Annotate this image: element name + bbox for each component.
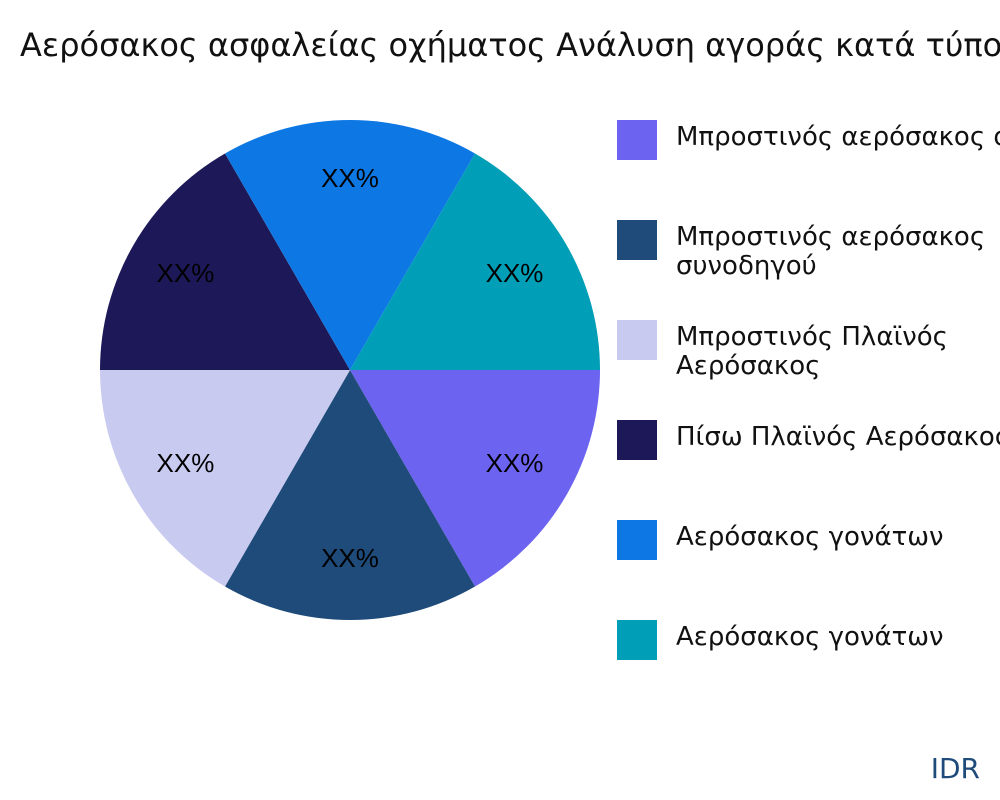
source: IDR bbox=[930, 752, 980, 785]
slice-label: XX% bbox=[321, 163, 379, 193]
slice-label: XX% bbox=[321, 543, 379, 573]
legend-swatch bbox=[617, 420, 657, 460]
legend-swatch bbox=[617, 320, 657, 360]
pie-slice bbox=[350, 370, 600, 587]
legend-label: Αερόσακος γονάτων bbox=[676, 622, 944, 652]
legend-label: Αερόσακος γονάτων bbox=[676, 522, 944, 552]
legend-label: Μπροστινός αερόσακος οδηγού bbox=[676, 122, 1000, 152]
pie-slice bbox=[225, 370, 475, 620]
legend-swatch bbox=[617, 520, 657, 560]
legend-swatch bbox=[617, 220, 657, 260]
legend-swatch bbox=[617, 620, 657, 660]
legend-label: Μπροστινός Πλαϊνός Αερόσακος bbox=[676, 322, 948, 381]
pie-slice bbox=[100, 370, 350, 587]
chart-title: Αερόσακος ασφαλείας οχήματος Ανάλυση αγο… bbox=[20, 26, 1000, 64]
legend-label: Μπροστινός αερόσακος συνοδηγού bbox=[676, 222, 986, 281]
legend-label: Πίσω Πλαϊνός Αερόσακος bbox=[676, 422, 1000, 452]
slice-label: XX% bbox=[486, 258, 544, 288]
pie-slice bbox=[225, 119, 475, 370]
slice-label: XX% bbox=[486, 448, 544, 478]
pie-slice bbox=[100, 153, 350, 370]
pie-slice bbox=[350, 153, 600, 370]
legend-swatch bbox=[617, 120, 657, 160]
slice-label: XX% bbox=[157, 258, 215, 288]
slice-label: XX% bbox=[157, 448, 215, 478]
